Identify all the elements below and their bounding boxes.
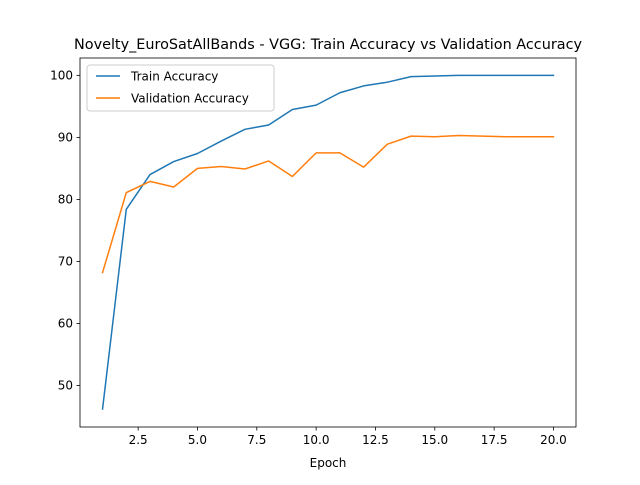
- legend-box: [86, 64, 275, 112]
- y-tick-label: 100: [50, 69, 73, 83]
- x-tick-label: 2.5: [129, 433, 148, 447]
- series-line-train-accuracy: [101, 74, 555, 410]
- series-layer: [101, 74, 555, 410]
- chart-title: Novelty_EuroSatAllBands - VGG: Train Acc…: [74, 37, 582, 53]
- x-tick-label: 5.0: [188, 433, 207, 447]
- y-tick-label: 80: [58, 193, 73, 207]
- legend: Train Accuracy Validation Accuracy: [86, 64, 275, 112]
- y-tick-label: 90: [58, 131, 73, 145]
- axes-frame: [79, 57, 577, 428]
- x-tick-label: 17.5: [481, 433, 508, 447]
- x-tick-label: 7.5: [247, 433, 266, 447]
- y-tick-label: 60: [58, 317, 73, 331]
- legend-label-train-accuracy: Train Accuracy: [130, 70, 218, 84]
- x-tick-label: 15.0: [421, 433, 448, 447]
- x-tick-label: 20.0: [540, 433, 567, 447]
- x-axis-ticks: 2.5 5.0 7.5 10.0 12.5 15.0 17.5 20.0: [129, 427, 567, 447]
- x-tick-label: 10.0: [303, 433, 330, 447]
- x-axis-label: Epoch: [310, 456, 347, 470]
- y-axis-ticks: 50 60 70 80 90 100: [50, 69, 80, 393]
- y-tick-label: 70: [58, 255, 73, 269]
- legend-label-validation-accuracy: Validation Accuracy: [131, 92, 249, 106]
- x-tick-label: 12.5: [362, 433, 389, 447]
- series-line-validation-accuracy: [101, 134, 555, 274]
- y-tick-label: 50: [58, 379, 73, 393]
